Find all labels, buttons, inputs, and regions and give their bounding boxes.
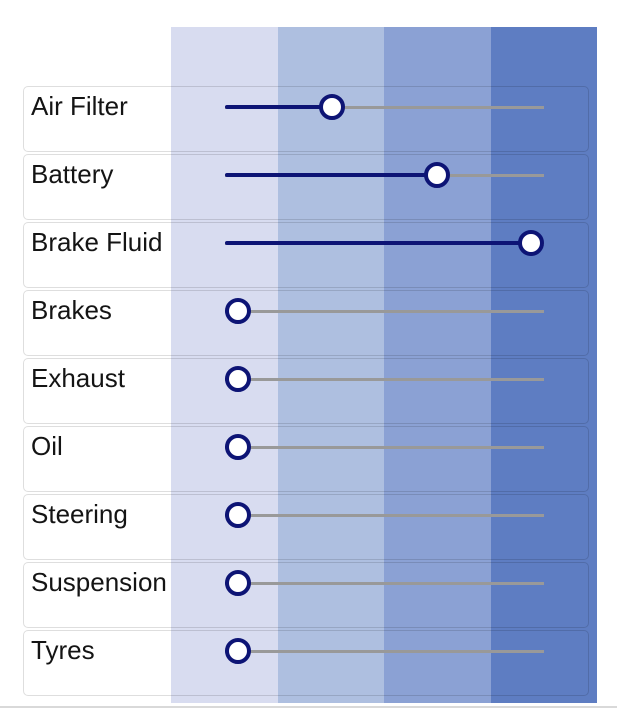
- slider-handle[interactable]: [225, 298, 251, 324]
- list-item-suspension: Suspension: [23, 562, 589, 628]
- slider-handle[interactable]: [225, 638, 251, 664]
- item-slider[interactable]: [225, 155, 544, 195]
- item-label: Air Filter: [31, 91, 128, 121]
- slider-track[interactable]: [225, 309, 544, 313]
- slider-handle[interactable]: [225, 366, 251, 392]
- item-label: Oil: [31, 431, 63, 461]
- list-item-oil: Oil: [23, 426, 589, 492]
- item-label: Tyres: [31, 635, 95, 665]
- item-slider[interactable]: [225, 631, 544, 671]
- slider-track[interactable]: [225, 581, 544, 585]
- item-slider[interactable]: [225, 427, 544, 467]
- severity-band-3: [384, 27, 491, 703]
- list-item-battery: Battery: [23, 154, 589, 220]
- item-label: Brake Fluid: [31, 227, 163, 257]
- slider-handle[interactable]: [225, 502, 251, 528]
- slider-track[interactable]: [225, 445, 544, 449]
- maintenance-list: Air Filter Battery Brake Fluid Brakes: [23, 86, 589, 698]
- slider-track[interactable]: [225, 513, 544, 517]
- severity-band-4: [490, 27, 597, 703]
- item-slider[interactable]: [225, 563, 544, 603]
- slider-track[interactable]: [225, 105, 544, 109]
- severity-band-2: [277, 27, 384, 703]
- item-label: Suspension: [31, 567, 167, 597]
- item-slider[interactable]: [225, 495, 544, 535]
- slider-fill: [225, 105, 332, 109]
- bottom-divider: [0, 706, 617, 708]
- list-item-exhaust: Exhaust: [23, 358, 589, 424]
- slider-fill: [225, 241, 531, 245]
- slider-fill: [225, 173, 438, 177]
- list-item-air-filter: Air Filter: [23, 86, 589, 152]
- slider-handle[interactable]: [424, 162, 451, 188]
- item-label: Steering: [31, 499, 128, 529]
- item-label: Brakes: [31, 295, 112, 325]
- item-slider[interactable]: [225, 359, 544, 399]
- slider-handle[interactable]: [225, 434, 251, 460]
- list-item-tyres: Tyres: [23, 630, 589, 696]
- list-item-steering: Steering: [23, 494, 589, 560]
- item-slider[interactable]: [225, 223, 544, 263]
- slider-handle[interactable]: [225, 570, 251, 596]
- slider-handle[interactable]: [518, 230, 544, 256]
- slider-track[interactable]: [225, 377, 544, 381]
- severity-band-1: [171, 27, 278, 703]
- item-label: Battery: [31, 159, 114, 189]
- item-slider[interactable]: [225, 87, 544, 127]
- list-item-brake-fluid: Brake Fluid: [23, 222, 589, 288]
- slider-handle[interactable]: [318, 94, 345, 120]
- severity-bands-background: [171, 27, 597, 703]
- list-item-brakes: Brakes: [23, 290, 589, 356]
- item-label: Exhaust: [31, 363, 125, 393]
- item-slider[interactable]: [225, 291, 544, 331]
- slider-track[interactable]: [225, 649, 544, 653]
